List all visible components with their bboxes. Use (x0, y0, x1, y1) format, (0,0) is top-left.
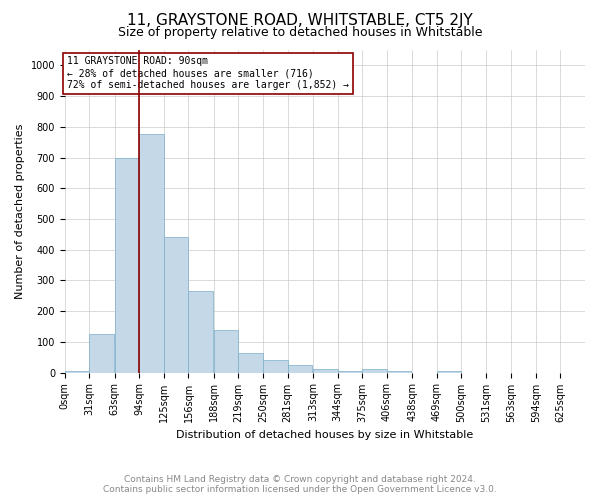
Bar (115, 158, 139, 372)
Bar (313, 370, 338, 372)
X-axis label: Distribution of detached houses by size in Whitstable: Distribution of detached houses by size … (176, 430, 473, 440)
Text: 11 GRAYSTONE ROAD: 90sqm
← 28% of detached houses are smaller (716)
72% of semi-: 11 GRAYSTONE ROAD: 90sqm ← 28% of detach… (67, 56, 349, 90)
Text: 11, GRAYSTONE ROAD, WHITSTABLE, CT5 2JY: 11, GRAYSTONE ROAD, WHITSTABLE, CT5 2JY (127, 12, 473, 28)
Bar (362, 370, 387, 372)
Bar (238, 352, 263, 372)
Bar (188, 291, 213, 372)
Bar (214, 330, 238, 372)
Bar (287, 365, 312, 372)
Bar (164, 238, 188, 372)
Y-axis label: Number of detached properties: Number of detached properties (15, 124, 25, 299)
Bar (437, 371, 461, 372)
Text: Size of property relative to detached houses in Whitstable: Size of property relative to detached ho… (118, 26, 482, 39)
Bar (65, 371, 89, 372)
Bar (387, 371, 412, 372)
Bar (139, 134, 164, 372)
Text: Contains HM Land Registry data © Crown copyright and database right 2024.
Contai: Contains HM Land Registry data © Crown c… (103, 474, 497, 494)
Bar (338, 371, 362, 372)
Bar (263, 360, 287, 372)
Bar (89, 334, 114, 372)
